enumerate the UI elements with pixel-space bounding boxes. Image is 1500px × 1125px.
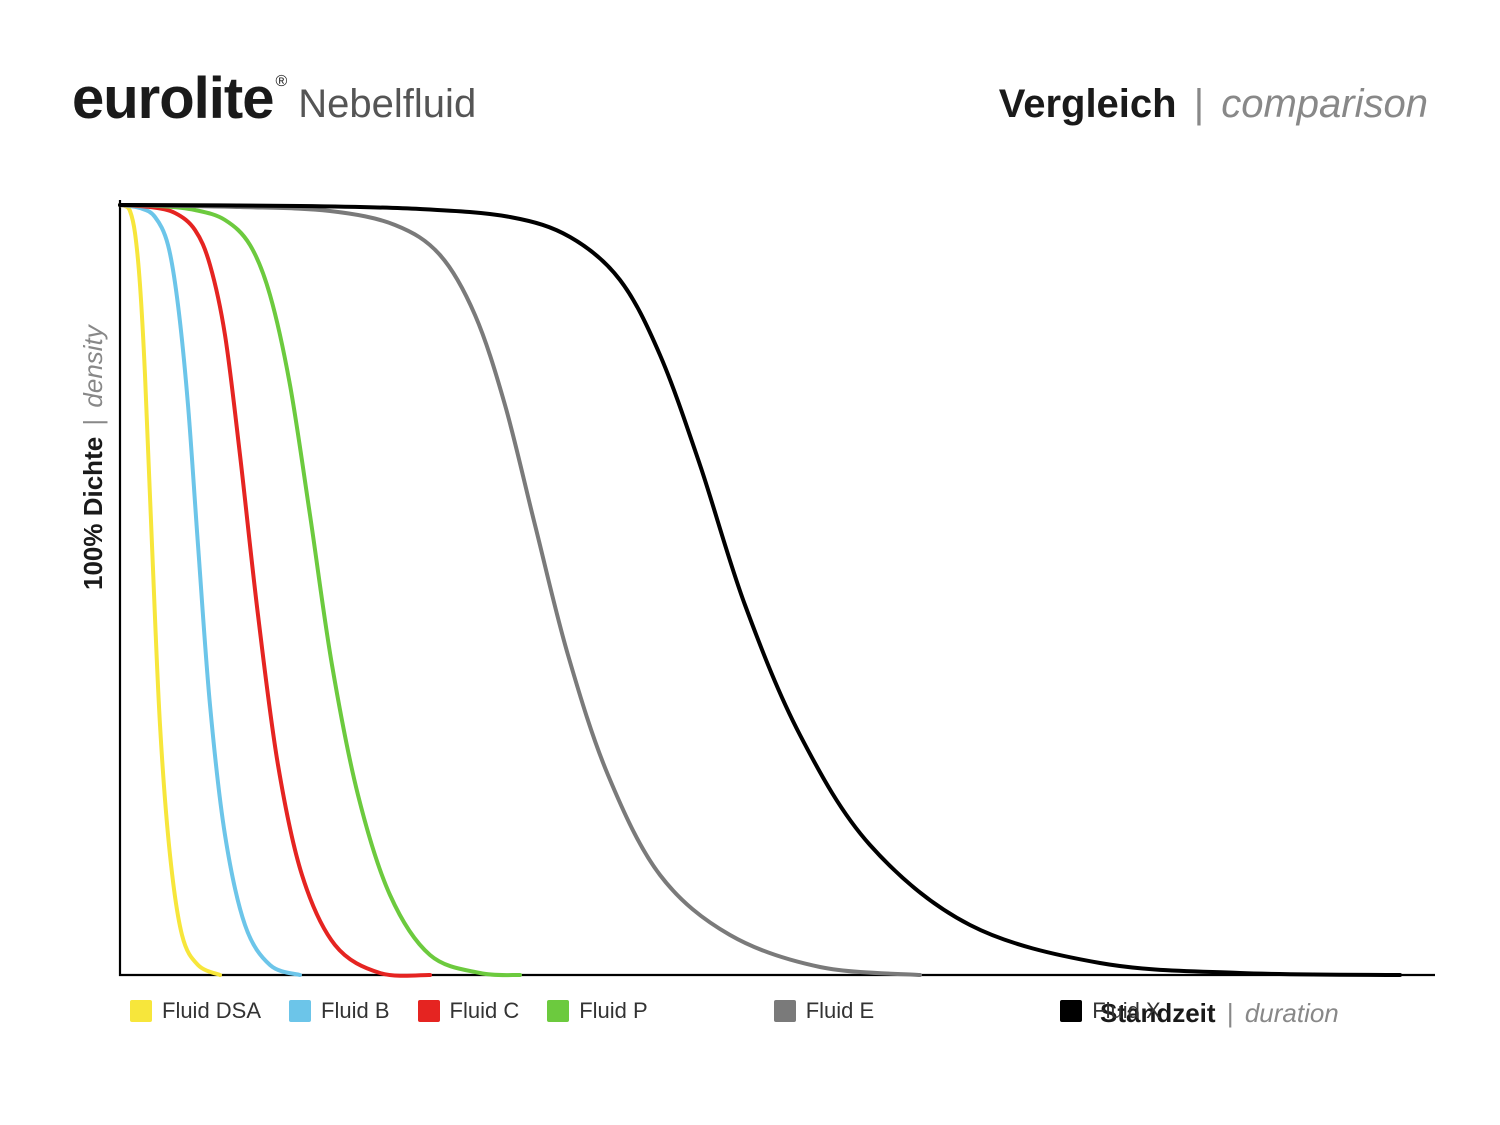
header: eurolite® Nebelfluid Vergleich | compari… xyxy=(72,70,1428,128)
legend-item: Fluid X xyxy=(1060,998,1160,1024)
header-right-italic: comparison xyxy=(1221,82,1428,126)
header-subtitle: Nebelfluid xyxy=(298,84,476,124)
series-line xyxy=(120,205,220,975)
legend-swatch xyxy=(289,1000,311,1022)
page: eurolite® Nebelfluid Vergleich | compari… xyxy=(0,0,1500,1125)
legend-item: Fluid E xyxy=(774,998,874,1024)
legend-swatch xyxy=(418,1000,440,1022)
legend-swatch xyxy=(1060,1000,1082,1022)
legend: Fluid DSA Fluid B Fluid C Fluid P Fluid E Flu… xyxy=(130,998,1161,1024)
x-axis-label-italic: duration xyxy=(1245,998,1339,1028)
legend-label: Fluid B xyxy=(321,998,389,1024)
brand-logo: eurolite® xyxy=(72,70,284,128)
y-axis-label-sep: | xyxy=(78,419,108,426)
legend-item: Fluid P xyxy=(547,998,647,1024)
brand-text: eurolite xyxy=(72,66,274,131)
legend-label: Fluid C xyxy=(450,998,520,1024)
chart-area xyxy=(120,205,1430,975)
legend-swatch xyxy=(547,1000,569,1022)
x-axis-label-sep: | xyxy=(1227,998,1234,1028)
y-axis-label-bold: 100% Dichte xyxy=(78,437,108,590)
legend-label: Fluid P xyxy=(579,998,647,1024)
y-axis-label: 100% Dichte | density xyxy=(78,325,109,590)
legend-item: Fluid C xyxy=(418,998,520,1024)
registered-mark: ® xyxy=(276,73,287,90)
axes xyxy=(120,200,1435,975)
header-right-sep: | xyxy=(1194,82,1204,126)
legend-swatch xyxy=(774,1000,796,1022)
legend-item: Fluid DSA xyxy=(130,998,261,1024)
y-axis-label-italic: density xyxy=(78,325,108,407)
series-line xyxy=(120,205,1400,975)
legend-label: Fluid E xyxy=(806,998,874,1024)
brand-block: eurolite® Nebelfluid xyxy=(72,70,476,128)
chart-svg xyxy=(120,205,1430,975)
series-line xyxy=(120,205,300,975)
legend-label: Fluid DSA xyxy=(162,998,261,1024)
header-right: Vergleich | comparison xyxy=(999,84,1428,124)
legend-item: Fluid B xyxy=(289,998,389,1024)
series-line xyxy=(120,205,920,975)
legend-label: Fluid X xyxy=(1092,998,1160,1024)
legend-swatch xyxy=(130,1000,152,1022)
header-right-bold: Vergleich xyxy=(999,82,1177,126)
